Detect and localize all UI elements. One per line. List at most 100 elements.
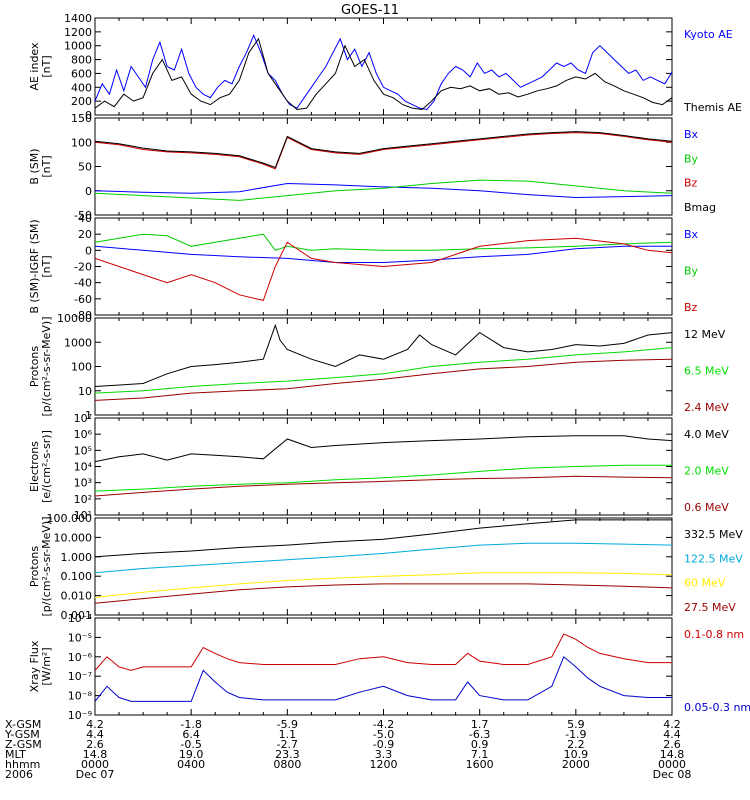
y-tick-label: 0.001 [61,609,93,622]
y-tick-label: 10⁷ [74,412,92,425]
time-axis-value: 1.7 [471,718,489,731]
time-axis-value: -5.9 [277,718,298,731]
y-tick-label: 1 [85,409,92,422]
y-tick-label: -40 [74,277,92,290]
time-axis-value: -4.2 [373,718,394,731]
legend-label: Themis AE [683,101,742,114]
legend-label: By [684,152,699,165]
y-axis-label: [nT] [40,55,53,77]
y-tick-label: 10⁴ [74,461,93,474]
panel-4: 1 10 100 1000 10000 Protons [p/(cm²-s-sr-MeV)]… [28,312,729,422]
y-tick-label: 600 [71,67,92,80]
y-tick-label: 10⁻⁸ [68,690,93,703]
time-axis-value: 2.6 [86,738,104,751]
time-axis-value: 4.2 [86,718,104,731]
time-axis-value: 0400 [177,758,205,771]
time-axis-row-label: X-GSM [5,718,41,731]
y-tick-label: 150 [71,112,92,125]
time-axis-value: 0800 [273,758,301,771]
y-tick-label: 10⁶ [74,428,93,441]
panel-frame [94,317,673,416]
series-line [95,323,672,387]
legend-label: 27.5 MeV [684,601,736,614]
series-group [95,233,672,301]
y-tick-label: 10⁻⁹ [68,709,92,722]
y-axis-label: [W/m²] [40,647,53,685]
time-axis-value: 6.4 [182,728,200,741]
panel-5: 10¹ 10² 10³ 10⁴ 10⁵ 10⁶ 10⁷ Electrons [e/(cm²-s-… [28,412,729,522]
legend-label: 0.1-0.8 nm [684,628,744,641]
y-tick-label: 100.000 [47,512,93,525]
panel-frame [94,17,673,116]
time-axis-row-label: Z-GSM [5,738,42,751]
time-axis-value: 4.4 [86,728,104,741]
time-axis-value: 2.2 [567,738,585,751]
time-axis-value: 4.2 [663,718,681,731]
y-tick-label: 10⁻⁶ [68,651,93,664]
time-axis-value: -5.0 [373,728,394,741]
y-tick-label: 50 [78,161,92,174]
time-axis-value: 7.1 [471,748,489,761]
y-tick-label: 1400 [64,12,92,25]
panel-2: -50 0 50 100 150 B (SM) [nT] Bx By Bz Bmag [28,112,716,222]
time-axis-row-label: 2006 [5,768,33,781]
y-tick-label: 0.100 [61,570,93,583]
y-tick-label: 10⁻⁵ [68,631,92,644]
y-tick-label: -60 [74,293,92,306]
panel-7: 10⁻⁹ 10⁻⁸ 10⁻⁷ 10⁻⁶ 10⁻⁵ 10⁻⁴ Xray Flux [W/m²] 0… [28,612,750,722]
y-axis-label: B (SM)-IGRF (SM) [28,219,41,313]
y-tick-label: 10³ [74,477,92,490]
series-group [95,131,672,201]
time-axis-value: Dec 07 [76,768,115,781]
legend-label: Bx [684,128,699,141]
y-tick-label: 10² [74,493,92,506]
series-line [95,182,672,199]
y-axis-label: AE index [28,42,41,91]
y-tick-label: 0 [85,185,92,198]
y-axis-label: Protons [28,546,41,587]
y-tick-label: 1000 [64,336,92,349]
legend-label: By [684,265,699,278]
legend-label: 6.5 MeV [684,365,729,378]
time-axis-value: -1.9 [565,728,586,741]
series-line [95,131,672,169]
series-group [95,633,672,702]
y-tick-label: 1.000 [61,551,93,564]
time-axis-value: 0.9 [471,738,489,751]
y-tick-label: 20 [78,228,92,241]
series-line [95,237,672,301]
y-tick-label: 1200 [64,26,92,39]
series-group [95,323,672,401]
time-axis-value: 0000 [658,758,686,771]
legend-label: Bz [684,301,698,314]
plot-title: GOES-11 [341,3,399,18]
time-axis-value: 2000 [562,758,590,771]
series-line [95,358,672,401]
series-line [95,542,672,574]
y-tick-label: 400 [71,81,92,94]
time-axis-value: -0.5 [180,738,201,751]
legend-label: 60 MeV [684,577,726,590]
time-axis-value: -6.3 [469,728,490,741]
series-line [95,464,672,492]
legend-label: Bz [684,177,698,190]
y-tick-label: 10⁻⁷ [68,670,92,683]
y-tick-label: 0.010 [61,590,93,603]
y-axis-label: [nT] [40,155,53,177]
legend-label: 122.5 MeV [684,552,743,565]
time-axis-value: 1600 [466,758,494,771]
y-tick-label: 0 [85,244,92,257]
y-tick-label: 0 [85,109,92,122]
series-line [95,347,672,394]
time-axis-row-label: Y-GSM [4,728,40,741]
y-axis-label: Electrons [28,441,41,492]
y-axis-label: [p/(cm²-s-sr-MeV)] [40,517,53,617]
legend-label: 12 MeV [684,328,726,341]
time-axis-value: 4.4 [663,728,681,741]
legend-label: Bmag [684,201,716,214]
time-axis-value: 0000 [81,758,109,771]
series-group [95,33,672,111]
series-line [95,37,672,111]
